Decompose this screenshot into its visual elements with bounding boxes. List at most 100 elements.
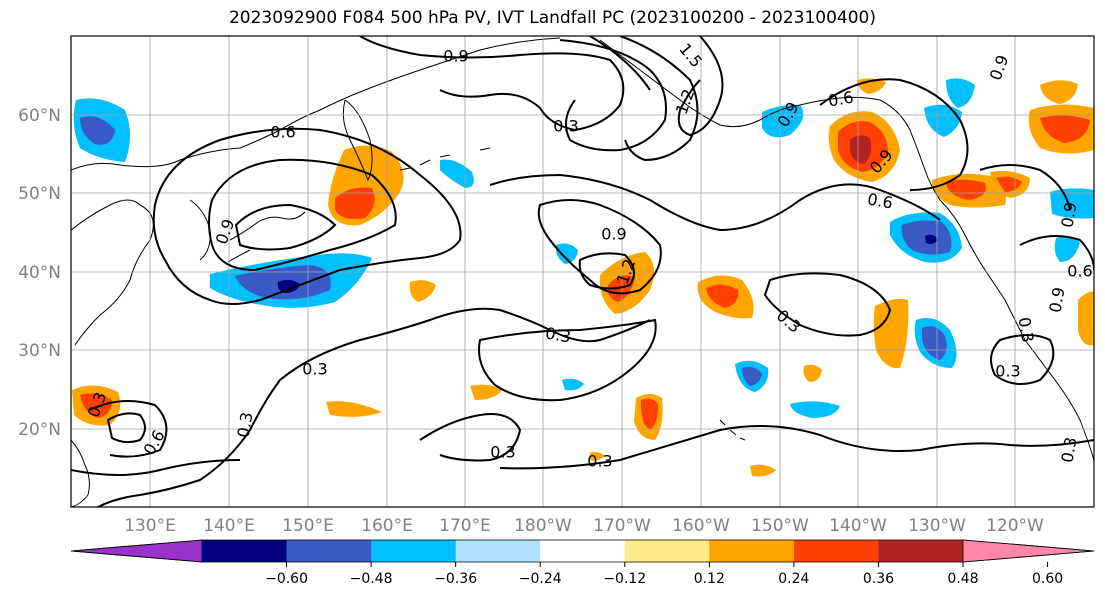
contour-label: 0.3 [1014,316,1037,344]
colorbar-tick-label: 0.24 [778,571,809,587]
colorbar-tick-label: 0.36 [863,571,894,587]
positive-anomaly-region [750,464,776,477]
longitude-label: 130°W [908,516,966,536]
positive-anomaly-region [1040,80,1078,104]
longitude-label: 120°W [986,516,1044,536]
colorbar-swatch [878,540,964,562]
negative-anomaly-region [1054,236,1080,262]
colorbar-swatch [793,540,879,562]
positive-anomaly-region [640,398,658,430]
latitude-label: 40°N [18,263,61,283]
contour-label: 0.3 [1057,436,1080,464]
colorbar-extend-high [962,539,1095,563]
latitude-labels: 60°N 50°N 40°N 30°N 20°N [18,106,61,440]
positive-anomaly-region [326,401,382,417]
coastline-hawaii [719,419,746,441]
positive-anomaly-region [945,179,986,200]
longitude-label: 140°W [829,516,887,536]
coastline-philippines [71,439,90,507]
positive-anomaly-region [706,284,739,308]
contour-line [990,334,1055,385]
ivt-contours [71,36,1094,507]
negative-anomaly-region [924,104,962,137]
contour-line [499,425,1094,470]
latitude-label: 60°N [18,106,61,126]
negative-anomaly-region [790,401,840,418]
contour-label: 0.6 [270,123,295,142]
negative-anomaly-region [555,243,578,264]
contour-line [89,400,168,458]
longitude-label: 150°W [751,516,809,536]
colorbar-swatch [709,540,795,562]
negative-anomaly-region [742,366,762,386]
colorbar-tick-label: −0.36 [434,571,477,587]
contour-line [71,459,241,476]
longitude-label: 140°E [203,516,255,536]
positive-anomaly-region [1040,115,1090,143]
colorbar-tick-label: −0.24 [519,571,562,587]
negative-anomaly-region [277,279,300,293]
contour-label: 0.3 [490,443,515,462]
map-frame [70,35,1095,508]
contour-label: 0.3 [995,362,1020,381]
contour-line [537,199,662,295]
contour-label: 0.6 [1067,262,1092,281]
contour-label: 0.6 [827,87,855,110]
contour-line [152,127,462,305]
contour-line [677,36,724,137]
coastlines [71,37,1094,507]
negative-anomaly-region [922,326,947,360]
colorbar-swatch [286,540,372,562]
contour-label: 0.3 [587,452,612,471]
colorbar-tick-label: 0.48 [947,571,978,587]
positive-anomaly-region [80,393,112,418]
positive-anomaly-region [996,176,1022,192]
longitude-label: 180°W [514,516,572,536]
map-content [71,36,1094,507]
colorbar-swatch [624,540,710,562]
map-title: 2023092900 F084 500 hPa PV, IVT Landfall… [228,8,876,28]
colorbar-swatch [540,540,626,562]
contour-line [478,318,657,402]
negative-anomaly-region [562,378,584,391]
contour-label: 0.9 [601,225,626,244]
positive-anomaly-region [803,364,822,382]
positive-anomaly-region [873,298,909,369]
positive-anomaly-region [470,384,502,400]
graticule [71,36,1094,507]
contour-line [106,412,146,444]
colorbar-swatch [202,540,288,562]
contour-labels: 0.9 1.51.20.30.60.60.90.90.60.90.91.20.3 0… [84,40,1093,471]
longitude-labels: 130°E 140°E 150°E 160°E 170°E 180°W 170°W 160°W… [124,516,1044,536]
coastline-japan [227,211,306,263]
contour-label: 0.3 [233,411,256,439]
colorbar-tick-label: −0.48 [350,571,393,587]
contour-line [234,203,337,251]
positive-anomaly-region [850,135,872,164]
contour-line [1019,235,1094,271]
contour-label: 0.3 [553,117,578,136]
longitude-label: 150°E [282,516,334,536]
colorbar-outline [70,539,1095,563]
coastline-alaska [599,39,941,201]
colorbar-tick-label: −0.12 [603,571,646,587]
longitude-label: 170°E [439,516,491,536]
contour-line [359,36,625,132]
contour-line [95,307,651,507]
positive-anomaly-region [409,280,436,302]
coastline-kamchatka [342,99,373,182]
colorbar-tick-label: 0.60 [1032,571,1063,587]
negative-anomaly-region [1050,188,1094,219]
contour-label: 0.9 [1057,201,1080,229]
contour-line [763,272,892,337]
colorbar-swatch [371,540,457,562]
latitude-label: 50°N [18,184,61,204]
colorbar-tick-label: −0.60 [265,571,308,587]
contour-label: 0.3 [544,323,572,346]
negative-anomaly-region [925,234,938,244]
pv-shading [72,78,1094,477]
positive-anomaly-region [607,275,635,302]
coastline-aleutians [399,147,491,171]
latitude-label: 30°N [18,341,61,361]
